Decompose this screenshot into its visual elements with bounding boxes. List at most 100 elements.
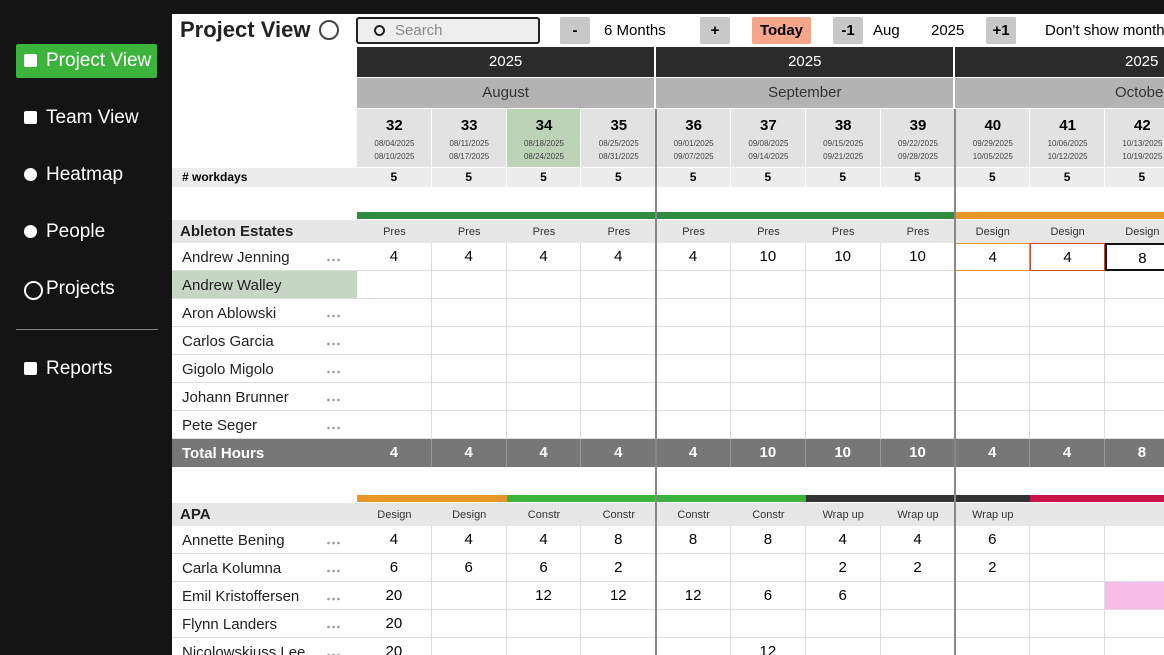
prev-button[interactable]: -1 xyxy=(833,17,863,44)
hours-cell: 4 xyxy=(955,243,1031,271)
phase-label: Constr xyxy=(752,509,785,521)
hours-cell: 12 xyxy=(656,582,731,610)
hours-cell xyxy=(731,271,806,299)
hours-cell xyxy=(880,299,956,327)
phase-label: Pres xyxy=(457,226,481,238)
person-name: Nicolowskiuss Lee xyxy=(182,644,306,655)
hours-cell xyxy=(507,638,582,655)
total-cell: 10 xyxy=(806,439,881,467)
hours-cell xyxy=(731,327,806,355)
person-name: Andrew Jenning xyxy=(182,249,290,266)
phase-strip xyxy=(506,495,582,502)
week-start: 08/11/2025 xyxy=(449,139,489,148)
hours-cell xyxy=(1105,526,1164,554)
hours-cell: 4 xyxy=(581,243,657,271)
hours-cell xyxy=(805,355,881,383)
person-cell xyxy=(172,638,357,655)
hours-cell: 20 xyxy=(357,610,432,638)
hours-cell xyxy=(880,271,956,299)
hours-cell xyxy=(357,327,432,355)
minus-button[interactable]: - xyxy=(560,17,590,44)
week-cell xyxy=(431,109,507,167)
hours-cell: 2 xyxy=(880,554,956,582)
week-number: 42 xyxy=(1134,117,1151,134)
phase-label: Design xyxy=(1050,226,1085,238)
week-number: 33 xyxy=(460,117,478,134)
person-cell xyxy=(172,383,357,411)
week-number: 38 xyxy=(834,117,852,134)
hours-cell xyxy=(1105,582,1164,610)
today-button[interactable]: Today xyxy=(752,17,811,44)
sidebar: Project View Team View Heatmap People Pr… xyxy=(0,0,172,655)
person-name: Gigolo Migolo xyxy=(182,361,274,378)
search-icon xyxy=(374,25,385,36)
week-end: 08/17/2025 xyxy=(449,152,490,161)
hours-cell xyxy=(1030,355,1105,383)
nav-item[interactable]: People xyxy=(16,215,157,249)
person-name: Flynn Landers xyxy=(182,616,278,633)
hours-cell xyxy=(1030,327,1105,355)
hours-cell xyxy=(432,638,507,655)
week-cell xyxy=(506,109,582,167)
next-button[interactable]: +1 xyxy=(986,17,1016,44)
week-end: 09/21/2025 xyxy=(823,152,864,161)
week-number: 36 xyxy=(685,117,702,134)
phase-strip xyxy=(431,495,507,502)
phase-label: Design xyxy=(452,509,487,521)
workdays-cell: 5 xyxy=(357,168,432,187)
workdays-cell: 5 xyxy=(506,168,582,187)
week-start: 08/18/2025 xyxy=(523,139,565,148)
hours-cell: 10 xyxy=(731,243,806,271)
hours-cell xyxy=(805,299,881,327)
project-name: Ableton Estates xyxy=(180,223,294,240)
hours-cell xyxy=(431,355,507,383)
hours-cell xyxy=(1030,638,1105,655)
hours-cell xyxy=(805,411,881,439)
hours-cell xyxy=(731,610,806,638)
hours-cell xyxy=(357,411,432,439)
hours-cell xyxy=(805,610,881,638)
hours-cell xyxy=(731,411,806,439)
week-start: 09/15/2025 xyxy=(823,139,864,148)
person-cell xyxy=(172,582,357,610)
workdays-cell: 5 xyxy=(955,168,1031,187)
total-cell: 4 xyxy=(656,439,731,467)
row-menu xyxy=(326,398,341,402)
range-select[interactable]: 6 Months xyxy=(604,22,666,39)
hours-cell xyxy=(880,327,956,355)
phase-strip xyxy=(656,495,731,502)
phase-strip xyxy=(1105,495,1164,502)
phase-strip xyxy=(880,212,956,219)
year-select[interactable]: 2025 xyxy=(931,22,965,39)
search-box[interactable]: Search xyxy=(356,17,540,44)
hours-cell xyxy=(431,610,507,638)
hours-cell: 4 xyxy=(357,526,432,554)
hours-cell: 6 xyxy=(955,526,1031,554)
week-start: 09/29/2025 xyxy=(972,139,1013,148)
workdays-cell: 5 xyxy=(656,168,731,187)
week-number: 39 xyxy=(909,117,927,134)
nav-item[interactable]: Team View xyxy=(16,101,157,135)
hours-cell xyxy=(805,327,881,355)
phase-label: Pres xyxy=(532,226,556,238)
hours-cell xyxy=(581,327,657,355)
plus-button[interactable]: + xyxy=(700,17,730,44)
phase-label: Wrap up xyxy=(822,509,864,521)
option-toggle[interactable]: Don't show month xyxy=(1045,22,1164,39)
nav-item[interactable]: Projects xyxy=(16,272,157,306)
hours-cell xyxy=(581,299,657,327)
person-name: Aron Ablowski xyxy=(182,305,277,322)
help-icon[interactable] xyxy=(319,20,339,40)
nav-item[interactable]: Heatmap xyxy=(16,158,157,192)
month-select[interactable]: Aug xyxy=(873,22,900,39)
nav-item[interactable]: Reports xyxy=(16,352,157,386)
phase-label: Pres xyxy=(906,226,930,238)
hours-cell xyxy=(357,355,432,383)
hours-cell xyxy=(506,411,582,439)
nav-item[interactable]: Project View xyxy=(16,44,157,78)
week-end: 10/12/2025 xyxy=(1047,152,1088,161)
row-menu xyxy=(326,569,341,573)
week-cell xyxy=(880,109,956,167)
person-cell xyxy=(172,299,357,327)
week-number: 34 xyxy=(535,117,553,134)
